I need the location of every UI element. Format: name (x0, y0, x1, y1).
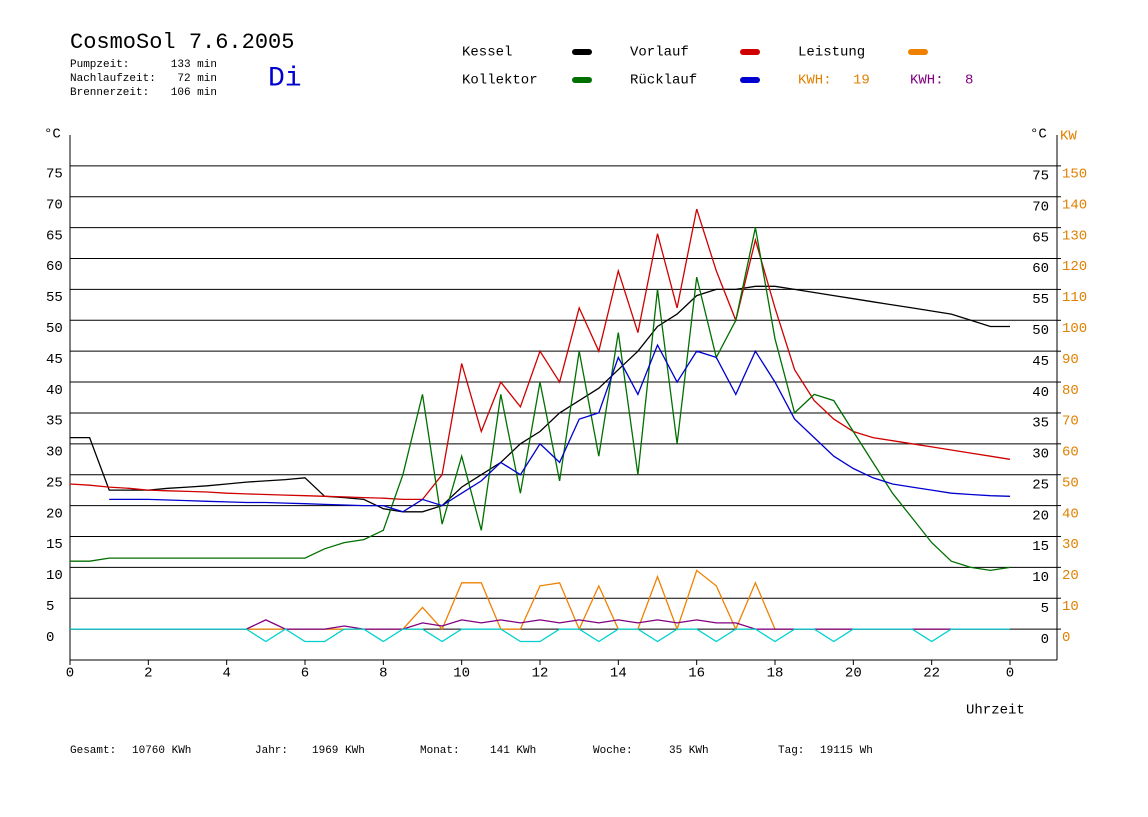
x-tick-label: 14 (610, 666, 627, 682)
y2-tick-label: 0 (1062, 630, 1070, 646)
y-right-tick-label: 65 (1032, 230, 1049, 246)
series-line (109, 343, 1011, 513)
y-right-tick-label: 35 (1032, 416, 1049, 432)
y-right-tick-label: 50 (1032, 323, 1049, 339)
total-label: Tag: (778, 745, 804, 757)
y2-tick-label: 50 (1062, 475, 1079, 491)
total-value: 1969 KWh (312, 745, 365, 757)
y-tick-label: 10 (46, 568, 63, 584)
y-right-tick-label: 5 (1041, 601, 1049, 617)
y2-tick-label: 40 (1062, 506, 1079, 522)
y2-tick-label: 80 (1062, 383, 1079, 399)
x-tick-label: 0 (66, 666, 74, 682)
y2-tick-label: 130 (1062, 228, 1087, 244)
stat-value: 72 min (177, 73, 217, 85)
x-axis-label: Uhrzeit (966, 703, 1025, 719)
series-line (70, 619, 1010, 630)
total-label: Woche: (593, 745, 633, 757)
series-line (70, 285, 1010, 513)
y-right-tick-label: 30 (1032, 447, 1049, 463)
y2-tick-label: 110 (1062, 290, 1087, 306)
x-tick-label: 2 (144, 666, 152, 682)
y2-tick-label: 60 (1062, 445, 1079, 461)
y2-tick-label: 70 (1062, 414, 1079, 430)
y-axis-label: °C (44, 127, 61, 143)
x-tick-label: 10 (453, 666, 470, 682)
x-tick-label: 18 (767, 666, 784, 682)
y-tick-label: 55 (46, 290, 63, 306)
x-tick-label: 6 (301, 666, 309, 682)
legend-label: Kessel (462, 45, 512, 61)
series-line (70, 628, 1010, 643)
total-label: Gesamt: (70, 745, 116, 757)
y-right-tick-label: 55 (1032, 292, 1049, 308)
y2-axis-label: KW (1060, 129, 1077, 145)
total-value: 19115 Wh (820, 745, 873, 757)
stat-label: Pumpzeit: (70, 59, 129, 71)
stat-label: Nachlaufzeit: (70, 73, 156, 85)
series-line (70, 227, 1011, 572)
y-tick-label: 15 (46, 537, 63, 553)
y2-tick-label: 120 (1062, 259, 1087, 275)
x-tick-label: 0 (1006, 666, 1014, 682)
y-tick-label: 5 (46, 599, 54, 615)
y2-tick-label: 150 (1062, 167, 1087, 183)
kwh-value: 8 (965, 73, 973, 89)
x-tick-label: 4 (222, 666, 230, 682)
y2-tick-label: 140 (1062, 197, 1087, 213)
legend-label: Leistung (798, 45, 865, 61)
stat-label: Brennerzeit: (70, 87, 149, 99)
x-tick-label: 8 (379, 666, 387, 682)
y-right-tick-label: 10 (1032, 570, 1049, 586)
y-right-tick-label: 45 (1032, 354, 1049, 370)
y2-tick-label: 10 (1062, 599, 1079, 615)
legend-label: Kollektor (462, 73, 538, 89)
x-tick-label: 12 (532, 666, 549, 682)
weekday: Di (268, 63, 302, 94)
y2-tick-label: 90 (1062, 352, 1079, 368)
stat-value: 133 min (171, 59, 217, 71)
x-tick-label: 22 (923, 666, 940, 682)
x-tick-label: 20 (845, 666, 862, 682)
total-label: Monat: (420, 745, 460, 757)
y-tick-label: 70 (46, 197, 63, 213)
y2-tick-label: 100 (1062, 321, 1087, 337)
y-tick-label: 50 (46, 321, 63, 337)
y-tick-label: 35 (46, 414, 63, 430)
y-tick-label: 0 (46, 630, 54, 646)
legend-label: Rücklauf (630, 73, 697, 89)
y-right-tick-label: 0 (1041, 632, 1049, 648)
x-tick-label: 16 (688, 666, 705, 682)
y-right-tick-label: 75 (1032, 169, 1049, 185)
y2-tick-label: 20 (1062, 568, 1079, 584)
kwh-label: KWH: (798, 73, 832, 89)
kwh-label: KWH: (910, 73, 944, 89)
y-tick-label: 40 (46, 383, 63, 399)
legend-label: Vorlauf (630, 45, 689, 61)
total-value: 141 KWh (490, 745, 536, 757)
y-tick-label: 60 (46, 259, 63, 275)
y-right-tick-label: 40 (1032, 385, 1049, 401)
chart-title: CosmoSol 7.6.2005 (70, 30, 294, 55)
kwh-value: 19 (853, 73, 870, 89)
y2-unit-label: °C (1030, 127, 1047, 143)
y-right-tick-label: 70 (1032, 199, 1049, 215)
y-tick-label: 45 (46, 352, 63, 368)
y-right-tick-label: 15 (1032, 539, 1049, 555)
y-tick-label: 20 (46, 506, 63, 522)
total-value: 10760 KWh (132, 745, 191, 757)
y-right-tick-label: 25 (1032, 477, 1049, 493)
total-value: 35 KWh (669, 745, 709, 757)
y-right-tick-label: 20 (1032, 508, 1049, 524)
y-tick-label: 30 (46, 445, 63, 461)
y-right-tick-label: 60 (1032, 261, 1049, 277)
y-tick-label: 25 (46, 475, 63, 491)
y-tick-label: 65 (46, 228, 63, 244)
total-label: Jahr: (255, 745, 288, 757)
y-tick-label: 75 (46, 167, 63, 183)
y2-tick-label: 30 (1062, 537, 1079, 553)
stat-value: 106 min (171, 87, 217, 99)
